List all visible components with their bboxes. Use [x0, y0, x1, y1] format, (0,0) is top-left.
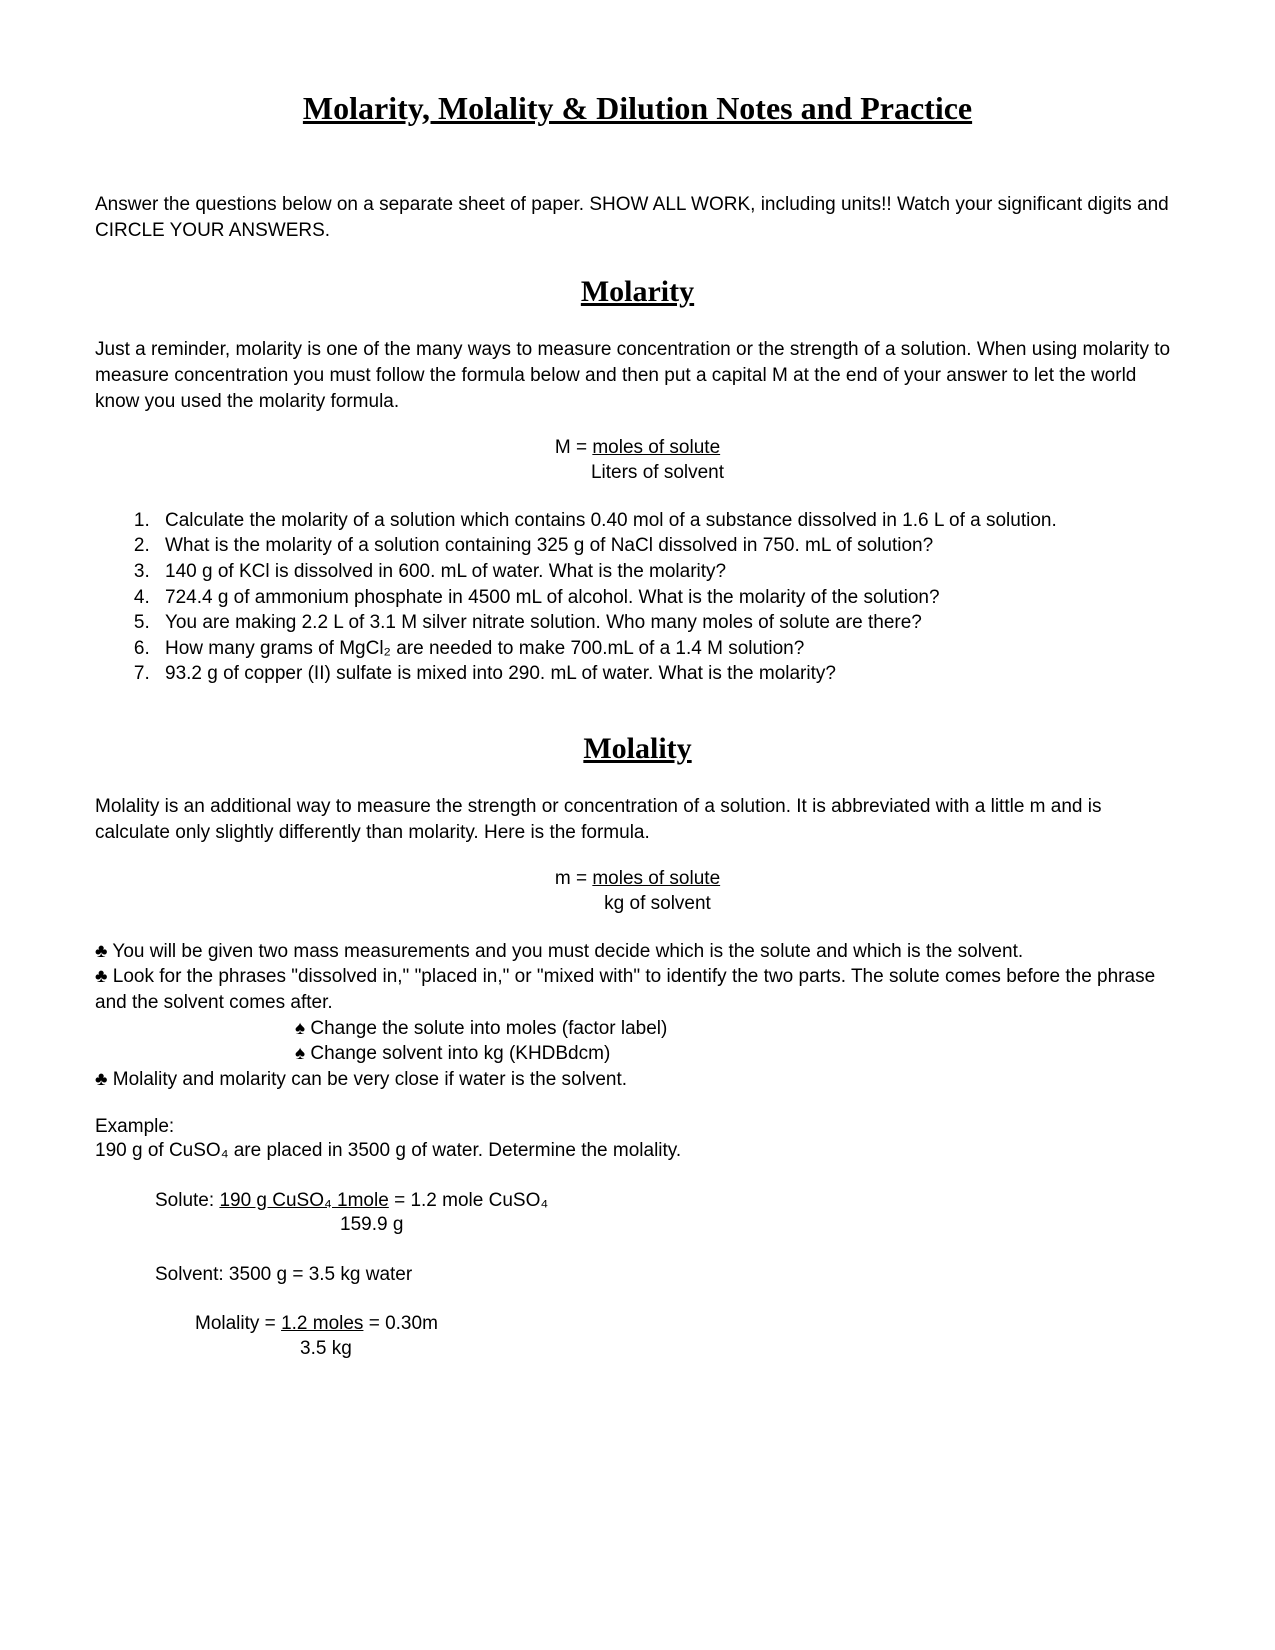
molality-denominator: 3.5 kg [195, 1338, 352, 1359]
question-5: You are making 2.2 L of 3.1 M silver nit… [155, 610, 1180, 636]
formula-numerator: moles of solute [592, 868, 720, 889]
question-3: 140 g of KCl is dissolved in 600. mL of … [155, 559, 1180, 585]
molality-intro: Molality is an additional way to measure… [95, 794, 1180, 845]
example-section: Example: 190 g of CuSO₄ are placed in 35… [95, 1115, 1180, 1362]
question-6: How many grams of MgCl₂ are needed to ma… [155, 636, 1180, 662]
formula-denominator: Liters of solvent [551, 462, 724, 483]
molarity-questions-list: Calculate the molarity of a solution whi… [95, 508, 1180, 687]
molality-formula: m = moles of solute kg of solvent [95, 867, 1180, 916]
worksheet-page: Molarity, Molality & Dilution Notes and … [0, 0, 1275, 1650]
formula-lhs: M = [555, 437, 592, 458]
example-problem: 190 g of CuSO₄ are placed in 3500 g of w… [95, 1139, 1180, 1164]
question-1: Calculate the molarity of a solution whi… [155, 508, 1180, 534]
molality-heading: Molality [95, 732, 1180, 766]
molality-bullet-1: ♣ You will be given two mass measurement… [95, 939, 1180, 965]
molality-sub-bullet-2: ♠ Change solvent into kg (KHDBdcm) [95, 1041, 1180, 1067]
molality-sub-bullet-1: ♠ Change the solute into moles (factor l… [95, 1016, 1180, 1042]
formula-denominator: kg of solvent [564, 893, 711, 914]
solute-label: Solute: [155, 1190, 219, 1211]
instructions-text: Answer the questions below on a separate… [95, 192, 1180, 243]
molality-bullet-2: ♣ Look for the phrases "dissolved in," "… [95, 964, 1180, 1015]
main-title: Molarity, Molality & Dilution Notes and … [95, 90, 1180, 127]
solvent-calculation: Solvent: 3500 g = 3.5 kg water [95, 1263, 1180, 1288]
molality-calculation: Molality = 1.2 moles = 0.30m 3.5 kg [95, 1312, 1180, 1361]
molarity-heading: Molarity [95, 275, 1180, 309]
solute-numerator: 190 g CuSO₄ 1mole [219, 1190, 388, 1211]
solute-denominator: 159.9 g [155, 1214, 403, 1235]
molarity-intro: Just a reminder, molarity is one of the … [95, 337, 1180, 414]
molality-equals: = 0.30m [363, 1313, 437, 1334]
formula-lhs: m = [555, 868, 592, 889]
question-2: What is the molarity of a solution conta… [155, 533, 1180, 559]
molality-label: Molality = [195, 1313, 281, 1334]
molarity-formula: M = moles of solute Liters of solvent [95, 436, 1180, 485]
molality-numerator: 1.2 moles [281, 1313, 363, 1334]
question-4: 724.4 g of ammonium phosphate in 4500 mL… [155, 585, 1180, 611]
solute-calculation: Solute: 190 g CuSO₄ 1mole = 1.2 mole CuS… [95, 1189, 1180, 1238]
formula-numerator: moles of solute [592, 437, 720, 458]
question-7: 93.2 g of copper (II) sulfate is mixed i… [155, 661, 1180, 687]
molality-bullet-3: ♣ Molality and molarity can be very clos… [95, 1067, 1180, 1093]
example-label: Example: [95, 1115, 1180, 1140]
solute-equals: = 1.2 mole CuSO₄ [389, 1190, 548, 1211]
